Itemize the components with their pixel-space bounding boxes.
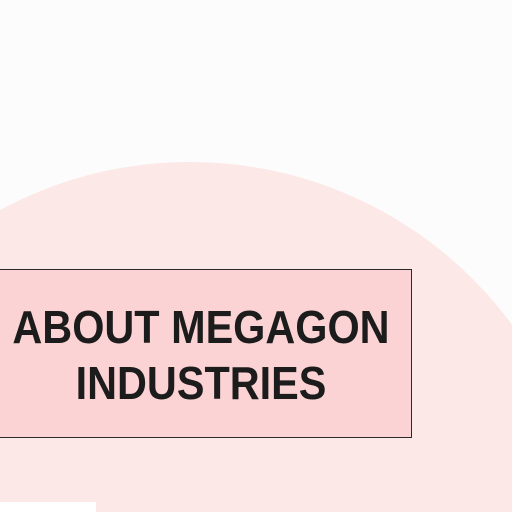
bottom-card-edge: [0, 502, 96, 512]
title-banner: ABOUT MEGAGON INDUSTRIES: [0, 269, 412, 438]
page-title: ABOUT MEGAGON INDUSTRIES: [12, 300, 390, 409]
